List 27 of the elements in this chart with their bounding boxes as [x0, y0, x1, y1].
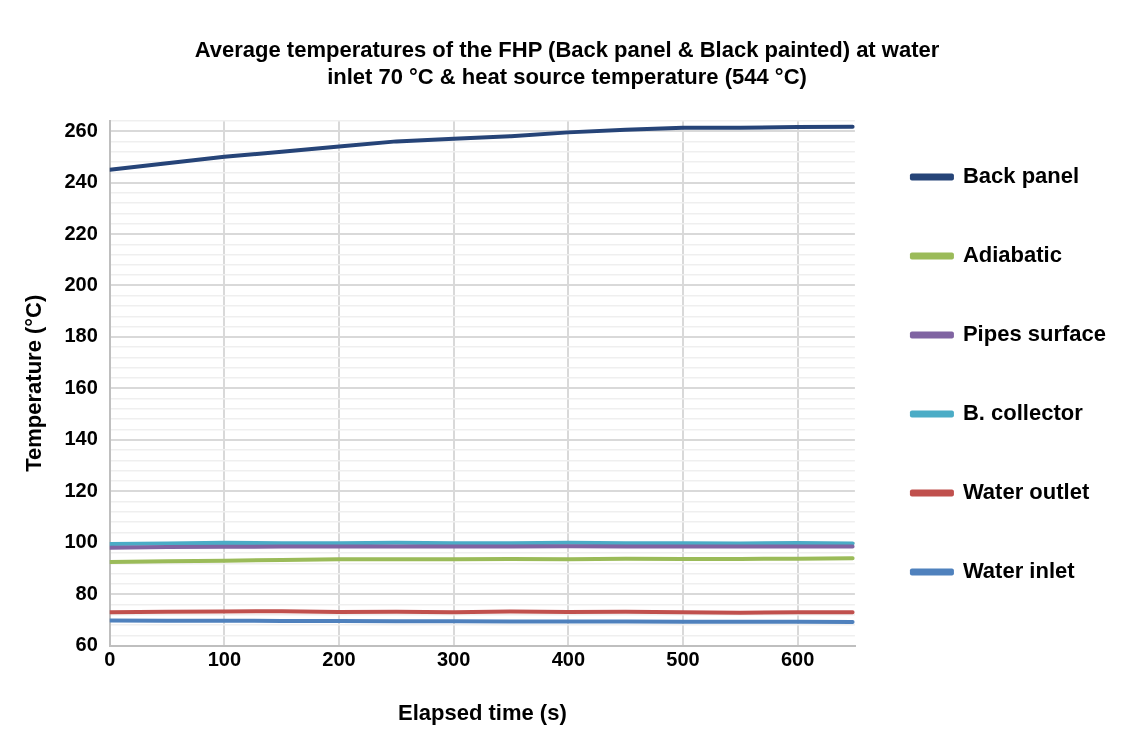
y-tick-label: 180: [64, 324, 98, 347]
y-tick-label: 260: [64, 118, 98, 141]
legend-label: Water inlet: [962, 558, 1076, 584]
y-axis-title: Temperature (°C): [21, 294, 47, 472]
x-tick-label: 400: [551, 648, 586, 671]
legend-label: Back panel: [962, 163, 1080, 189]
y-tick-label: 120: [64, 478, 98, 501]
y-tick-label: 200: [64, 272, 98, 295]
y-tick-label: 220: [64, 221, 98, 244]
legend-label: Pipes surface: [962, 321, 1106, 347]
x-axis-title: Elapsed time (s): [397, 699, 567, 725]
y-tick-label: 160: [64, 375, 98, 398]
y-tick-label: 60: [75, 633, 98, 656]
x-tick-label: 100: [207, 648, 242, 671]
legend-label: B. collector: [962, 400, 1084, 426]
chart-title: Average temperatures of the FHP (Back panel & Black painted) at water inlet 70 °C & heat source temperature (544 °C): [194, 37, 940, 89]
y-tick-label: 100: [64, 530, 98, 553]
y-tick-label: 80: [75, 581, 98, 604]
x-tick-label: 0: [104, 648, 116, 671]
legend-label: Water outlet: [962, 479, 1090, 505]
y-tick-label: 240: [64, 170, 98, 193]
x-tick-label: 200: [322, 648, 356, 671]
x-tick-label: 500: [666, 648, 700, 671]
x-tick-label: 600: [780, 648, 815, 671]
legend-label: Adiabatic: [962, 242, 1062, 268]
y-tick-label: 140: [64, 427, 98, 450]
x-tick-label: 300: [437, 648, 471, 671]
